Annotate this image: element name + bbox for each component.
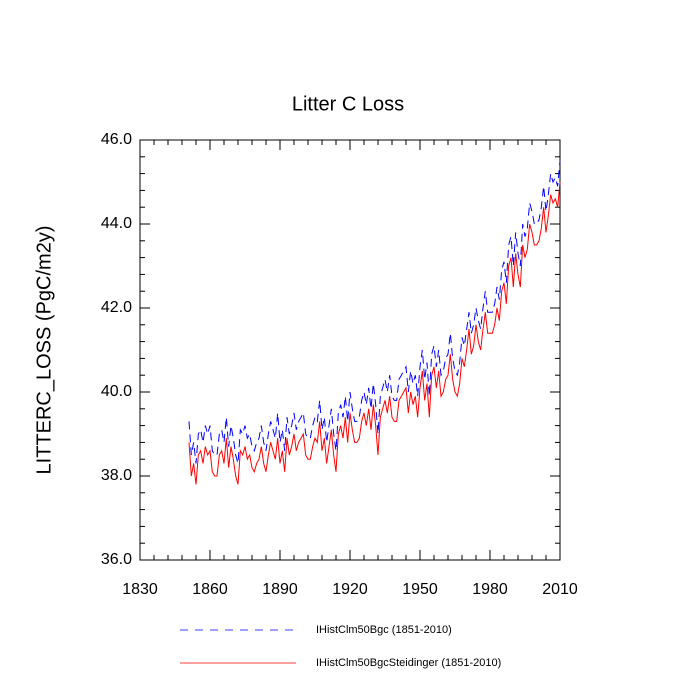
y-tick-label: 42.0: [101, 299, 132, 316]
chart-title: Litter C Loss: [292, 93, 404, 115]
legend-label: IHistClm50BgcSteidinger (1851-2010): [316, 657, 501, 669]
x-tick-label: 2010: [542, 581, 578, 598]
x-tick-label: 1950: [402, 581, 438, 598]
x-tick-label: 1860: [192, 581, 228, 598]
y-tick-label: 46.0: [101, 131, 132, 148]
x-tick-label: 1980: [472, 581, 508, 598]
x-tick-label: 1920: [332, 581, 368, 598]
line-series: [188, 181, 561, 485]
y-tick-label: 44.0: [101, 215, 132, 232]
y-axis-label: LITTERC_LOSS (PgC/m2y): [33, 226, 55, 475]
legend-label: IHistClm50Bgc (1851-2010): [316, 624, 452, 636]
line-series: [188, 160, 561, 464]
y-tick-label: 38.0: [101, 467, 132, 484]
y-tick-label: 36.0: [101, 551, 132, 568]
x-tick-label: 1890: [262, 581, 298, 598]
plot-frame: [139, 139, 561, 561]
x-tick-label: 1830: [122, 581, 158, 598]
y-tick-label: 40.0: [101, 383, 132, 400]
